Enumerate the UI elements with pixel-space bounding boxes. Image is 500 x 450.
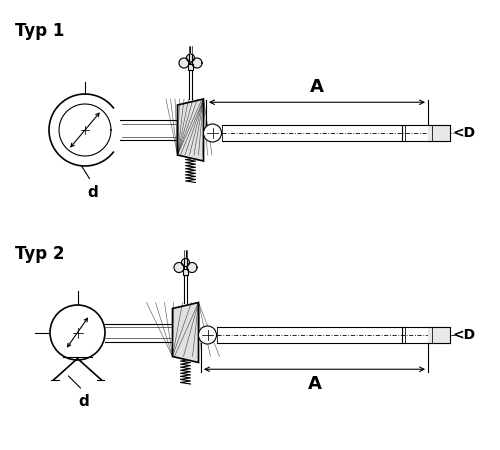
Polygon shape [192, 58, 202, 68]
Polygon shape [174, 262, 184, 273]
Text: d: d [78, 394, 89, 409]
Text: Typ 1: Typ 1 [15, 22, 64, 40]
Text: <D: <D [452, 126, 475, 140]
Text: A: A [310, 78, 324, 96]
Polygon shape [428, 125, 450, 141]
Circle shape [50, 305, 105, 360]
Bar [188, 64, 193, 70]
Polygon shape [218, 327, 428, 343]
Polygon shape [428, 327, 450, 343]
Polygon shape [187, 262, 197, 273]
Polygon shape [186, 54, 194, 62]
Text: <D: <D [452, 328, 475, 342]
Text: d: d [87, 185, 98, 200]
Polygon shape [105, 324, 172, 342]
Circle shape [204, 124, 222, 142]
Polygon shape [120, 120, 178, 140]
Polygon shape [178, 99, 204, 161]
Text: A: A [308, 375, 322, 393]
Circle shape [198, 326, 216, 344]
Polygon shape [182, 258, 190, 266]
Polygon shape [172, 302, 199, 363]
Polygon shape [222, 125, 428, 141]
Text: Typ 2: Typ 2 [15, 245, 64, 263]
Polygon shape [179, 58, 189, 68]
Bar [183, 269, 188, 274]
